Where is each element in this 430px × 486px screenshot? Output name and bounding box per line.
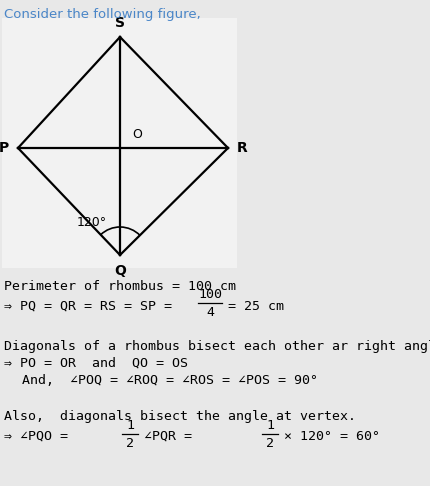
Text: R: R — [237, 141, 247, 155]
Text: O: O — [132, 127, 142, 140]
Text: Consider the following figure,: Consider the following figure, — [4, 8, 201, 21]
Text: 1: 1 — [126, 418, 134, 432]
Text: = 25 cm: = 25 cm — [228, 300, 284, 313]
Text: 4: 4 — [206, 306, 214, 318]
Bar — [2, 18, 237, 268]
Text: Q: Q — [114, 264, 126, 278]
Text: Perimeter of rhombus = 100 cm: Perimeter of rhombus = 100 cm — [4, 280, 236, 293]
Text: 1: 1 — [266, 418, 274, 432]
Text: P: P — [0, 141, 9, 155]
Text: × 120° = 60°: × 120° = 60° — [284, 430, 380, 443]
Text: Diagonals of a rhombus bisect each other ar right angles.: Diagonals of a rhombus bisect each other… — [4, 340, 430, 353]
Text: 2: 2 — [126, 436, 134, 450]
Text: ∠PQR =: ∠PQR = — [144, 430, 200, 443]
Text: 120°: 120° — [77, 216, 107, 229]
Text: Also,  diagonals bisect the angle at vertex.: Also, diagonals bisect the angle at vert… — [4, 410, 356, 423]
Text: 2: 2 — [266, 436, 274, 450]
Text: ⇒ PO = OR  and  QO = OS: ⇒ PO = OR and QO = OS — [4, 357, 188, 370]
Text: ⇒ PQ = QR = RS = SP =: ⇒ PQ = QR = RS = SP = — [4, 300, 180, 313]
Text: And,  ∠POQ = ∠ROQ = ∠ROS = ∠POS = 90°: And, ∠POQ = ∠ROQ = ∠ROS = ∠POS = 90° — [22, 374, 318, 387]
Text: S: S — [115, 16, 125, 30]
Text: 100: 100 — [198, 288, 222, 300]
Text: ⇒ ∠PQO =: ⇒ ∠PQO = — [4, 430, 76, 443]
